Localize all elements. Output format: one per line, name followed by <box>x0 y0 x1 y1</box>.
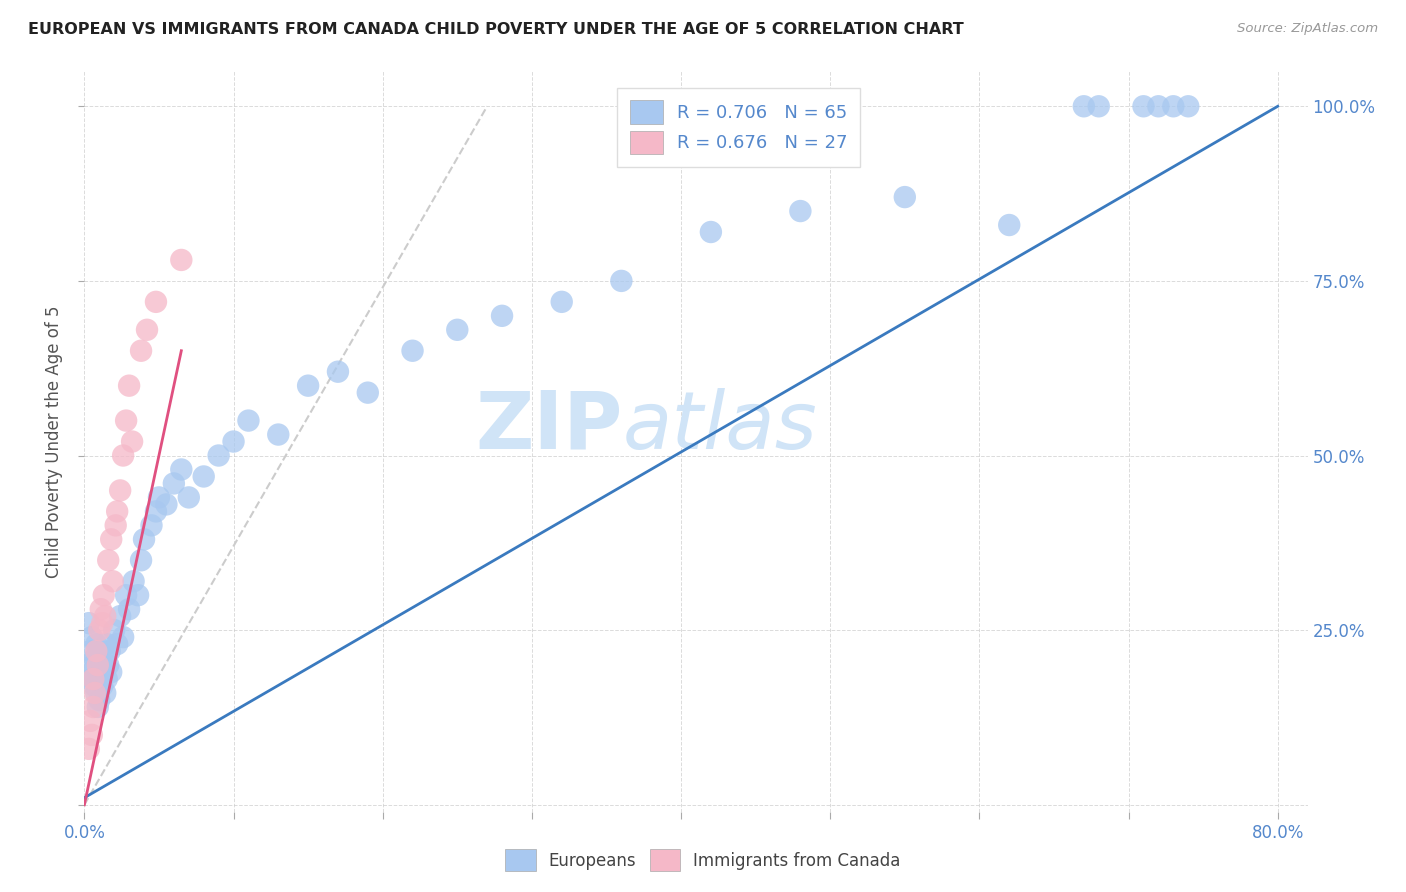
Point <box>163 476 186 491</box>
Point <box>357 385 380 400</box>
Point <box>82 658 104 673</box>
Point <box>87 658 110 673</box>
Text: atlas: atlas <box>623 388 817 466</box>
Point <box>610 274 633 288</box>
Point <box>112 630 135 644</box>
Point <box>129 553 152 567</box>
Point <box>148 491 170 505</box>
Point <box>90 672 112 686</box>
Point <box>1087 99 1109 113</box>
Point <box>127 588 149 602</box>
Point <box>145 504 167 518</box>
Point <box>132 533 155 547</box>
Point <box>207 449 229 463</box>
Point <box>108 483 131 498</box>
Point <box>79 714 101 728</box>
Point <box>122 574 145 589</box>
Point <box>170 462 193 476</box>
Point <box>94 686 117 700</box>
Point <box>998 218 1021 232</box>
Point <box>238 414 260 428</box>
Point <box>104 518 127 533</box>
Point <box>80 728 103 742</box>
Point <box>103 623 125 637</box>
Point <box>80 630 103 644</box>
Point <box>115 414 138 428</box>
Point <box>297 378 319 392</box>
Text: Source: ZipAtlas.com: Source: ZipAtlas.com <box>1237 22 1378 36</box>
Point <box>491 309 513 323</box>
Point <box>193 469 215 483</box>
Point <box>115 588 138 602</box>
Point <box>551 294 574 309</box>
Point <box>91 658 114 673</box>
Point <box>112 449 135 463</box>
Point <box>101 574 124 589</box>
Point <box>1163 99 1185 113</box>
Point <box>84 686 107 700</box>
Point <box>94 609 117 624</box>
Point <box>93 651 115 665</box>
Point <box>105 504 128 518</box>
Point <box>93 588 115 602</box>
Point <box>267 427 290 442</box>
Point <box>98 644 121 658</box>
Point <box>89 623 111 637</box>
Point <box>105 637 128 651</box>
Point <box>1132 99 1154 113</box>
Point <box>89 693 111 707</box>
Point <box>108 609 131 624</box>
Point <box>894 190 917 204</box>
Point <box>82 672 104 686</box>
Point <box>90 602 112 616</box>
Point <box>100 665 122 679</box>
Point <box>91 616 114 631</box>
Point <box>82 672 104 686</box>
Point <box>1147 99 1170 113</box>
Point <box>91 679 114 693</box>
Point <box>1073 99 1095 113</box>
Point <box>136 323 159 337</box>
Point <box>83 686 105 700</box>
Point <box>97 553 120 567</box>
Point <box>96 637 118 651</box>
Point <box>177 491 200 505</box>
Point <box>77 616 100 631</box>
Point <box>326 365 349 379</box>
Point <box>87 665 110 679</box>
Text: EUROPEAN VS IMMIGRANTS FROM CANADA CHILD POVERTY UNDER THE AGE OF 5 CORRELATION : EUROPEAN VS IMMIGRANTS FROM CANADA CHILD… <box>28 22 965 37</box>
Point <box>100 533 122 547</box>
Point <box>222 434 245 449</box>
Point <box>170 252 193 267</box>
Point <box>789 204 811 219</box>
Point <box>84 644 107 658</box>
Point <box>1177 99 1199 113</box>
Point <box>700 225 723 239</box>
Legend: R = 0.706   N = 65, R = 0.676   N = 27: R = 0.706 N = 65, R = 0.676 N = 27 <box>617 87 860 167</box>
Point <box>80 665 103 679</box>
Point <box>83 679 105 693</box>
Point <box>446 323 468 337</box>
Point <box>84 637 107 651</box>
Point <box>118 602 141 616</box>
Point <box>96 672 118 686</box>
Text: ZIP: ZIP <box>475 388 623 466</box>
Point <box>77 742 100 756</box>
Point <box>155 497 177 511</box>
Y-axis label: Child Poverty Under the Age of 5: Child Poverty Under the Age of 5 <box>45 305 63 578</box>
Point <box>82 700 104 714</box>
Point <box>141 518 163 533</box>
Point <box>79 644 101 658</box>
Point <box>121 434 143 449</box>
Point <box>129 343 152 358</box>
Legend: Europeans, Immigrants from Canada: Europeans, Immigrants from Canada <box>498 841 908 880</box>
Point <box>83 651 105 665</box>
Point <box>118 378 141 392</box>
Point <box>145 294 167 309</box>
Point <box>89 644 111 658</box>
Point <box>93 665 115 679</box>
Point <box>401 343 423 358</box>
Point <box>87 700 110 714</box>
Point <box>97 658 120 673</box>
